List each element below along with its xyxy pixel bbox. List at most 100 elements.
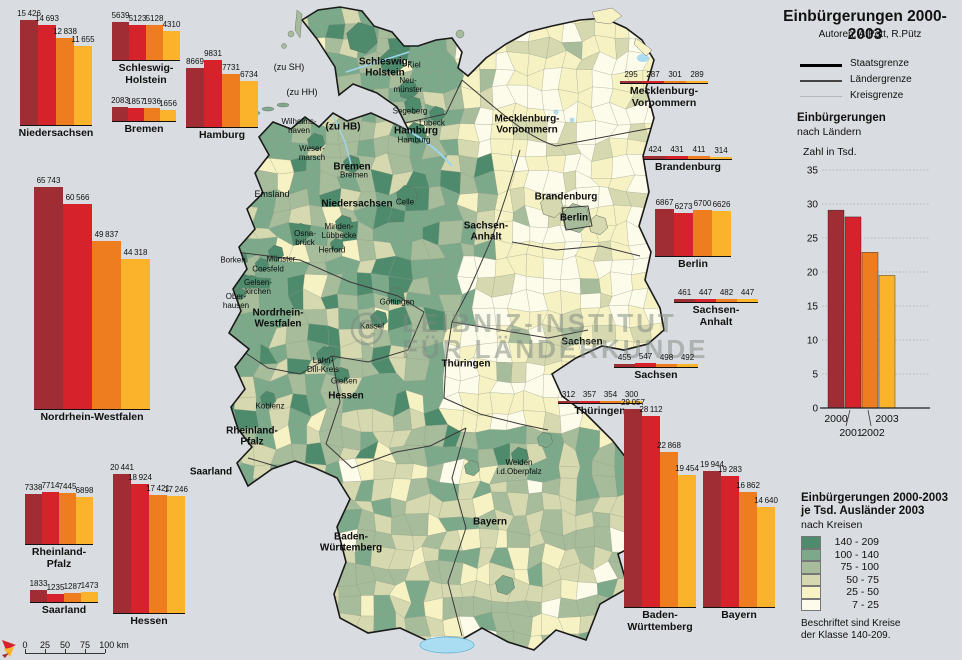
state-name-line: Berlin [678, 258, 708, 270]
bar-2002 [688, 156, 710, 159]
kreis-cell [438, 123, 461, 141]
bar-value-label: 482 [719, 287, 734, 297]
kreis-cell [285, 53, 310, 71]
state-name-label: Thüringen [574, 405, 625, 418]
kreis-cell [229, 204, 242, 230]
kreis-cell [304, 567, 322, 586]
kreis-cell [306, 479, 325, 501]
bar-value-label: 7714 [41, 480, 60, 490]
island-usedom [633, 37, 653, 57]
bar-value-label: 8669 [186, 57, 204, 67]
choropleth-class-row: 100 - 140 [801, 548, 891, 561]
kreis-cell [319, 92, 347, 109]
kreis-cell [474, 627, 498, 650]
kreis-cell [592, 511, 611, 528]
bars-area: 15 426 14 693 12 838 11 655 [17, 10, 95, 126]
kreis-cell [233, 532, 258, 549]
bar-2001 [42, 491, 59, 544]
bar-2001 [129, 25, 146, 60]
bar-value-label: 19 454 [675, 463, 699, 473]
kreis-cell [644, 381, 664, 398]
kreis-cell [273, 627, 292, 650]
kreis-cell [578, 647, 598, 650]
water-bodies-layer [419, 54, 649, 654]
bars-area: 29 057 28 112 22 868 19 454 [621, 399, 699, 608]
kreis-cell [471, 35, 497, 55]
y-tick-label: 0 [812, 404, 818, 415]
state-name-label: Nordrhein-Westfalen [40, 411, 143, 424]
kreis-cell [457, 138, 480, 159]
kreis-cell [270, 530, 293, 552]
highlight-kreis [335, 214, 353, 234]
watermark-line1: LEIBNIZ-INSTITUT [402, 308, 677, 338]
y-tick-label: 15 [807, 302, 819, 313]
island [287, 30, 295, 38]
land-border [511, 241, 641, 257]
state-name-label: Brandenburg [655, 161, 721, 174]
year-leader [845, 409, 851, 427]
chart-sachsen-anhalt: 461 447 482 447 Sachsen- Anhalt [674, 288, 758, 328]
bar-value-label: 65 743 [36, 175, 61, 185]
kreis-cell [609, 633, 629, 650]
bar-value-label: 447 [698, 288, 713, 297]
bar-2002 [660, 451, 678, 607]
bar-2003 [240, 81, 258, 127]
kreis-cell [229, 610, 241, 630]
kreis-cell [284, 66, 310, 92]
bar-value-label: 5128 [145, 14, 164, 24]
bar-2000 [558, 400, 579, 403]
kreis-cell [625, 631, 649, 650]
kreis-cell [251, 581, 276, 601]
bar-value-label: 1473 [80, 581, 99, 590]
y-tick-label: 30 [807, 200, 819, 211]
kreis-cell [286, 593, 310, 618]
kreis-cell [665, 0, 681, 24]
kreis-cell [393, 645, 410, 650]
bar-2000 [25, 494, 42, 544]
logo-red-shape [2, 640, 16, 650]
scale-tick [25, 649, 26, 653]
bar-2001 [131, 484, 149, 613]
kreis-cell [353, 631, 374, 650]
bar-2000 [112, 21, 129, 60]
bar-2000 [30, 589, 47, 602]
kreis-cell [258, 7, 276, 22]
bar-value-label: 1936 [143, 96, 161, 106]
page-title: Einbürgerungen 2000-2003 [783, 8, 947, 43]
state-name-line: Saarland [41, 604, 87, 616]
highlight-kreis [370, 309, 388, 329]
kreis-cell [422, 19, 448, 41]
kreis-cell [480, 7, 494, 23]
kreis-cell [254, 546, 273, 569]
kreis-cell [360, 595, 375, 617]
bar-2003 [737, 299, 758, 302]
kreis-cell [320, 560, 339, 588]
kreis-cell [258, 495, 277, 514]
island-fehmarn [455, 29, 465, 39]
bar-2003 [81, 592, 98, 602]
kreis-cell [441, 7, 463, 24]
highlight-kreis [404, 95, 422, 115]
bar-value-label: 44 318 [123, 248, 148, 258]
kreis-cell [307, 513, 328, 535]
highlight-kreis [561, 203, 591, 233]
bar-value-label: 431 [670, 145, 684, 155]
bar-2001 [666, 156, 688, 159]
kreis-cell [229, 153, 240, 177]
boundary-legend-row: Kreisgrenze [800, 90, 960, 104]
kreis-cell [659, 22, 664, 37]
kreis-cell [490, 138, 515, 156]
kreis-cell [356, 138, 376, 158]
authors-line: Autoren: A.Pott, R.Pütz [818, 29, 922, 40]
kreis-cell [356, 239, 377, 262]
bar-value-label: 301 [668, 70, 682, 79]
kreis-cell [473, 255, 497, 279]
kreis-cell [269, 579, 292, 599]
bars-area: 6867 6273 6700 6626 [655, 199, 731, 257]
bar-2001 [38, 25, 56, 125]
bar-value-label: 6626 [712, 199, 731, 209]
kreis-cell [648, 645, 664, 650]
kreis-cell [254, 534, 273, 549]
highlight-kreis [540, 194, 564, 218]
bar-value-label: 492 [680, 352, 695, 362]
